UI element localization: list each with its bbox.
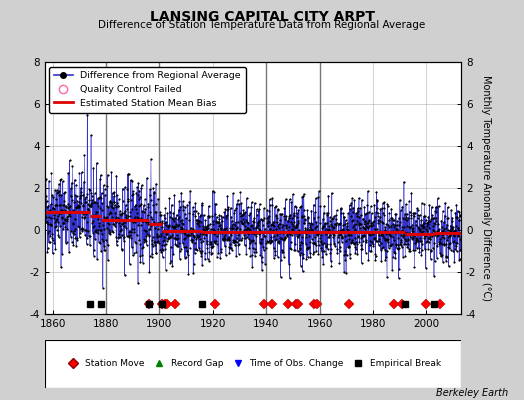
Legend: Station Move, Record Gap, Time of Obs. Change, Empirical Break: Station Move, Record Gap, Time of Obs. C… (62, 357, 444, 371)
Text: Berkeley Earth: Berkeley Earth (436, 388, 508, 398)
Y-axis label: Monthly Temperature Anomaly Difference (°C): Monthly Temperature Anomaly Difference (… (481, 75, 490, 301)
Legend: Difference from Regional Average, Quality Control Failed, Estimated Station Mean: Difference from Regional Average, Qualit… (49, 67, 246, 113)
Text: Difference of Station Temperature Data from Regional Average: Difference of Station Temperature Data f… (99, 20, 425, 30)
Text: LANSING CAPITAL CITY ARPT: LANSING CAPITAL CITY ARPT (149, 10, 375, 24)
FancyBboxPatch shape (45, 340, 461, 388)
